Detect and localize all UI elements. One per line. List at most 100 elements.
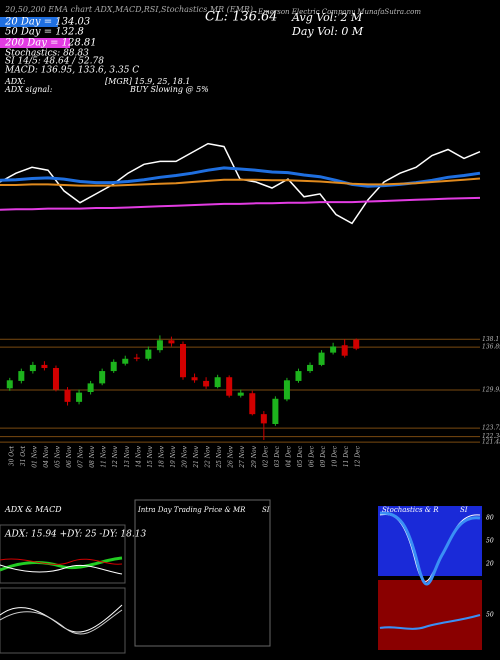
x-tick-label: 18 Nov — [158, 445, 165, 467]
adx-line — [0, 556, 123, 572]
x-tick-label: 13 Nov — [124, 445, 131, 467]
y-tick-label: 122.34 — [482, 433, 500, 440]
x-tick-label: 11 Dec — [343, 445, 350, 467]
annotation: CL: 136.64 — [205, 10, 278, 25]
y-tick-label: 138.17 — [482, 336, 500, 343]
candle-body — [295, 371, 302, 381]
candle-body — [226, 377, 233, 396]
x-tick-label: 25 Nov — [216, 445, 223, 468]
x-tick-label: 02 Dec — [262, 445, 269, 467]
di-line — [0, 558, 123, 565]
candle-body — [41, 364, 48, 368]
x-tick-label: 03 Dec — [274, 445, 281, 467]
x-tick-label: 04 Dec — [285, 445, 292, 467]
candle-body — [168, 340, 175, 344]
y-tick-label: 129.93 — [482, 386, 500, 393]
candle-body — [307, 364, 314, 372]
candle-body — [214, 377, 221, 388]
x-tick-label: 08 Nov — [89, 445, 96, 467]
candle-body — [260, 414, 267, 424]
rsi-line — [379, 614, 481, 630]
candle-body — [145, 349, 152, 359]
panel-text: Stochastics & R — [382, 506, 439, 514]
series-line — [0, 196, 481, 211]
annotation: 20,50,200 EMA chart ADX,MACD,RSI,Stochas… — [4, 5, 253, 14]
candle-body — [110, 361, 117, 372]
candle-body — [52, 368, 59, 390]
y-tick-label: 123.72 — [482, 425, 500, 432]
panel-text: 50 — [486, 612, 494, 619]
annotation: 20 Day = 134.03 — [4, 17, 90, 28]
adx-panel — [0, 524, 126, 584]
x-tick-label: 11 Nov — [101, 445, 108, 467]
candle-body — [76, 392, 83, 402]
panel-text: Intra Day Trading Price & MR — [137, 506, 246, 514]
panel-text: SI — [460, 506, 468, 514]
annotation: SI 14/5: 48.64 / 52.78 — [5, 57, 104, 67]
candle-body — [29, 364, 36, 372]
series-line — [0, 177, 481, 187]
di-line — [0, 564, 123, 575]
macd-panel — [0, 587, 126, 654]
x-tick-label: 04 Nov — [43, 445, 50, 467]
ema200-legend-box — [0, 38, 70, 48]
candle-body — [18, 371, 25, 381]
x-tick-label: 26 Nov — [228, 445, 235, 468]
x-tick-label: 27 Nov — [239, 445, 246, 468]
x-tick-label: 06 Nov — [66, 445, 73, 467]
x-tick-label: 29 Nov — [251, 445, 258, 468]
annotation: Day Vol: 0 M — [291, 25, 364, 38]
x-tick-label: 22 Nov — [205, 445, 212, 468]
annotation: Stochastics: 88.83 — [5, 49, 89, 59]
panel-text: 80 — [486, 515, 494, 522]
candle-body — [330, 346, 337, 353]
x-tick-label: 05 Nov — [54, 445, 61, 467]
candle-body — [203, 380, 210, 387]
x-tick-label: 12 Dec — [355, 445, 362, 467]
candle-body — [318, 352, 325, 365]
annotation: Emerson Electric Company MunafaSutra.com — [257, 8, 421, 16]
x-tick-label: 12 Nov — [112, 445, 119, 467]
y-tick-label: 121.45 — [482, 439, 500, 446]
annotation: [MGR] 15.9, 25, 18.1 — [105, 77, 190, 86]
candle-body — [180, 344, 186, 378]
x-tick-label: 19 Nov — [170, 445, 177, 467]
x-tick-label: 06 Dec — [309, 445, 316, 467]
intraday-panel — [134, 499, 271, 647]
annotation: Avg Vol: 2 M — [291, 11, 363, 24]
annotation: 200 Day = 128.81 — [4, 38, 97, 49]
x-tick-label: 31 Oct — [20, 445, 27, 466]
x-tick-label: 14 Nov — [135, 445, 142, 467]
macd-line — [0, 604, 123, 633]
annotation: MACD: 136.95, 133.6, 3.35 C — [4, 66, 139, 76]
x-tick-label: 21 Nov — [193, 445, 200, 468]
panel-text: ADX & MACD — [4, 505, 62, 514]
x-tick-label: 10 Dec — [332, 445, 339, 467]
x-tick-label: 20 Nov — [182, 445, 189, 468]
rsi-panel — [378, 580, 482, 650]
stochastics-signal — [379, 511, 481, 586]
candle-body — [99, 371, 106, 384]
x-tick-label: 07 Nov — [78, 445, 85, 467]
candle-body — [341, 345, 348, 356]
x-tick-label: 05 Dec — [297, 445, 304, 467]
annotation: BUY Slowing @ 5% — [129, 85, 209, 94]
x-tick-label: 09 Dec — [320, 445, 327, 467]
annotation: ADX signal: — [4, 85, 53, 94]
panel-text: ADX: 15.94 +DY: 25 -DY: 18.13 — [4, 530, 146, 540]
candle-body — [122, 358, 129, 364]
candle-body — [87, 383, 94, 392]
annotation: 50 Day = 132.8 — [5, 27, 84, 38]
candle-body — [133, 357, 140, 359]
ema20-legend-box — [0, 17, 58, 27]
candle-body — [237, 392, 244, 396]
candle-body — [283, 380, 290, 400]
x-tick-label: 15 Nov — [147, 445, 154, 467]
annotation: ADX: — [4, 77, 26, 86]
signal-line — [0, 609, 123, 635]
x-tick-label: 01 Nov — [31, 445, 38, 467]
candle-body — [64, 389, 71, 402]
panel-text: 50 — [486, 538, 494, 545]
candle-body — [272, 398, 279, 424]
